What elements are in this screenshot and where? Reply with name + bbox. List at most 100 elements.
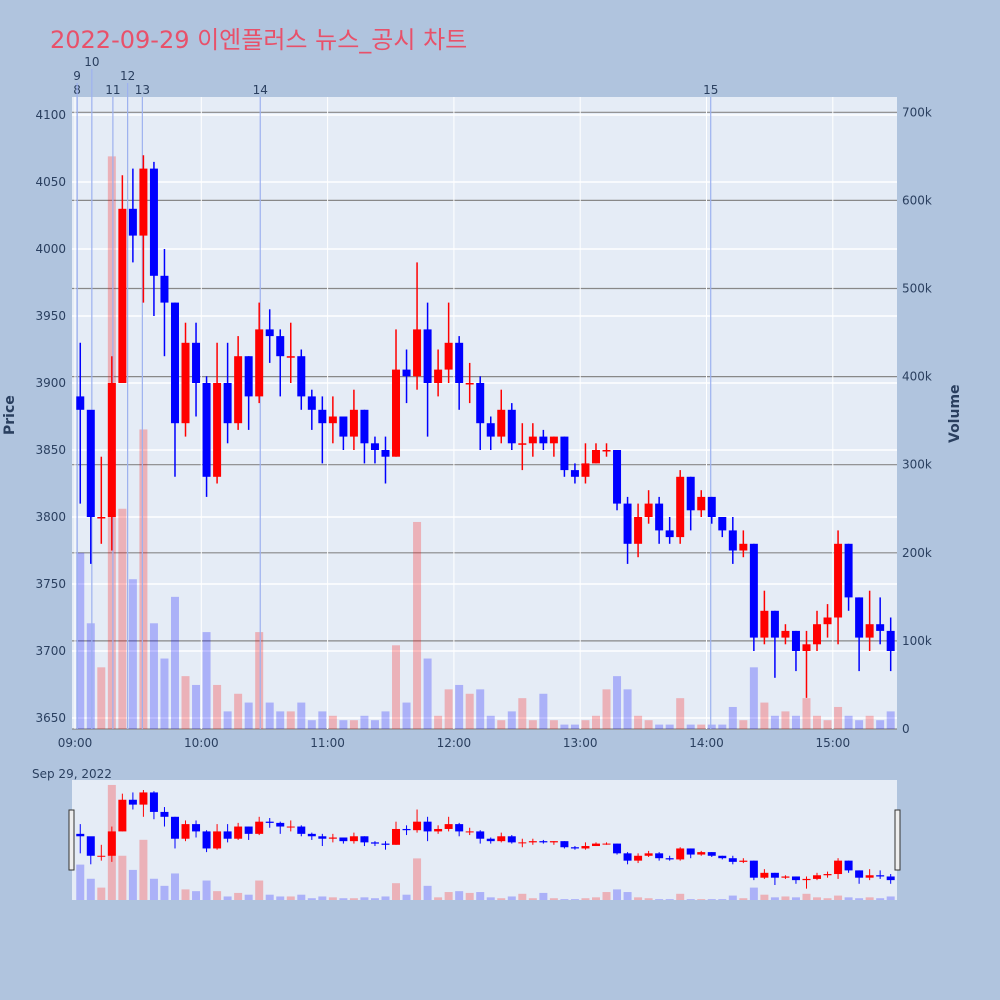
- volume-bar: [307, 720, 316, 729]
- y2-tick-label: 700k: [902, 105, 932, 119]
- annotation-label: 13: [135, 83, 150, 97]
- volume-bar: [886, 711, 895, 729]
- slider-candle-body: [581, 846, 590, 849]
- y2-tick-label: 500k: [902, 282, 932, 296]
- slider-candle-body: [644, 853, 653, 856]
- slider-volume-bar: [602, 892, 611, 900]
- volume-bar: [149, 623, 158, 729]
- y-tick-label: 3800: [35, 510, 66, 524]
- candle-body: [423, 329, 432, 383]
- slider-candle-body: [286, 826, 295, 828]
- slider-volume-bar: [328, 897, 337, 900]
- slider-volume-bar: [781, 896, 790, 900]
- volume-bar: [213, 684, 222, 729]
- x-tick-label: 15:00: [816, 736, 851, 750]
- slider-candle-body: [307, 833, 316, 837]
- volume-bar: [791, 715, 800, 729]
- candle-body: [507, 409, 516, 444]
- slider-candle-body: [528, 841, 537, 843]
- slider-candle-body: [339, 837, 348, 842]
- volume-bar: [86, 623, 95, 729]
- slider-candle-body: [76, 833, 85, 837]
- slider-candle-body: [570, 847, 579, 849]
- annotation-label: 11: [105, 83, 120, 97]
- slider-candle-body: [328, 837, 337, 839]
- candle-body: [855, 597, 864, 638]
- volume-bar: [707, 724, 716, 729]
- slider-volume-bar: [591, 897, 600, 900]
- slider-candle-body: [739, 860, 748, 862]
- volume-bar: [665, 724, 674, 729]
- volume-bar: [613, 676, 622, 729]
- slider-candle-body: [855, 870, 864, 878]
- slider-candle-body: [676, 848, 685, 860]
- y-tick-label: 3750: [35, 577, 66, 591]
- candle-body: [339, 416, 348, 437]
- grid-lines: [72, 97, 897, 730]
- candle-body: [749, 543, 758, 638]
- slider-candle-body: [118, 799, 127, 832]
- slider-volume-bar: [823, 898, 832, 900]
- volume-bar: [623, 689, 632, 729]
- slider-volume-bar: [455, 891, 464, 900]
- slider-volume-bar: [234, 892, 243, 900]
- x-date-label: Sep 29, 2022: [32, 767, 112, 781]
- slider-candle-body: [255, 821, 264, 834]
- volume-bar: [781, 711, 790, 729]
- candle-body: [791, 630, 800, 651]
- slider-volume-bar: [813, 897, 822, 900]
- candle-body: [834, 543, 843, 618]
- y-tick-label: 4050: [35, 175, 66, 189]
- candle-body: [886, 630, 895, 651]
- volume-bar: [855, 720, 864, 729]
- slider-candle-body: [834, 860, 843, 875]
- y-tick-label: 3850: [35, 443, 66, 457]
- slider-volume-bar: [676, 893, 685, 900]
- volume-bar: [486, 715, 495, 729]
- slider-volume-bar: [497, 898, 506, 900]
- slider-volume-bar: [160, 885, 169, 900]
- slider-volume-bar: [655, 899, 664, 900]
- slider-candle-body: [97, 855, 106, 857]
- volume-bar: [139, 429, 148, 729]
- candle-body: [728, 530, 737, 551]
- chart-title: 2022-09-29 이엔플러스 뉴스_공시 차트: [50, 26, 467, 54]
- slider-volume-bar: [770, 897, 779, 900]
- range-slider[interactable]: [72, 780, 897, 900]
- slider-volume-bar: [402, 894, 411, 900]
- volume-bar: [318, 711, 327, 729]
- slider-volume-bar: [749, 887, 758, 900]
- volume-bar: [581, 720, 590, 729]
- y2-tick-label: 200k: [902, 546, 932, 560]
- candle-body: [413, 329, 422, 377]
- slider-volume-bar: [86, 878, 95, 900]
- slider-volume-bar: [202, 880, 211, 900]
- volume-bar: [118, 508, 127, 729]
- volume-bar: [518, 698, 527, 729]
- volume-bar: [770, 715, 779, 729]
- slider-candle-body: [370, 842, 379, 844]
- volume-bar: [244, 702, 253, 729]
- volume-bar: [76, 552, 85, 729]
- volume-bar: [760, 702, 769, 729]
- slider-candle-body: [381, 843, 390, 845]
- x-tick-label: 10:00: [184, 736, 219, 750]
- slider-volume-bar: [718, 899, 727, 900]
- slider-volume-bar: [528, 898, 537, 900]
- volume-bar: [286, 711, 295, 729]
- candle-body: [591, 450, 600, 464]
- slider-volume-bar: [170, 873, 179, 900]
- slider-volume-bar: [855, 898, 864, 900]
- y-axis-title: Price: [2, 395, 18, 435]
- volume-bar: [434, 715, 443, 729]
- volume-bar: [728, 706, 737, 729]
- candle-body: [465, 383, 474, 385]
- range-slider-right-handle[interactable]: [894, 809, 901, 871]
- slider-volume-bar: [444, 892, 453, 900]
- slider-volume-bar: [339, 898, 348, 900]
- slider-volume-bar: [244, 894, 253, 900]
- range-slider-left-handle[interactable]: [68, 809, 75, 871]
- slider-candle-body: [728, 858, 737, 862]
- slider-volume-bar: [834, 895, 843, 900]
- volume-bar: [170, 596, 179, 729]
